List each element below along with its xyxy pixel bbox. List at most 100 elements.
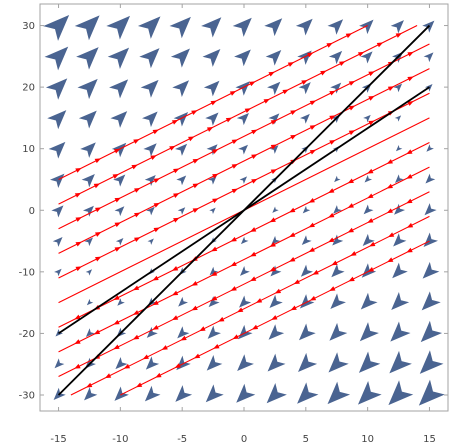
stream-arrowhead <box>95 207 102 213</box>
field-arrow <box>142 111 158 128</box>
stream-arrowhead <box>270 144 278 150</box>
stream-arrowhead <box>132 334 140 340</box>
x-axis: -15 -10 -5 0 5 10 15 <box>50 4 436 445</box>
stream-arrowhead <box>191 305 198 311</box>
stream-arrowhead <box>225 117 233 123</box>
y-tick-label: 10 <box>22 144 35 155</box>
field-arrow <box>74 15 100 41</box>
field-arrow <box>327 381 351 405</box>
field-arrow <box>117 298 125 306</box>
field-arrow <box>269 294 283 309</box>
field-arrow <box>298 323 316 341</box>
field-arrow <box>206 144 218 156</box>
stream-arrowhead <box>250 227 257 232</box>
field-arrow <box>114 206 125 217</box>
field-arrow <box>236 383 256 403</box>
stream-arrowhead <box>387 232 395 238</box>
stream-arrowhead <box>161 345 168 350</box>
x-tick-label: -15 <box>50 434 66 445</box>
stream-arrowhead <box>142 354 149 360</box>
y-tick-label: -20 <box>19 329 35 340</box>
stream-arrowhead <box>236 307 244 313</box>
stream-arrowhead <box>123 363 131 369</box>
field-arrow <box>360 51 373 64</box>
stream-arrowhead <box>290 110 297 115</box>
x-tick-label: 15 <box>423 434 436 445</box>
stream-arrowhead <box>406 247 413 253</box>
stream-arrowhead <box>255 298 263 303</box>
field-arrow <box>107 47 130 69</box>
stream-arrowhead <box>367 218 374 223</box>
field-arrow <box>144 385 161 402</box>
stream-arrowhead <box>251 178 258 184</box>
field-arrow <box>239 266 250 276</box>
field-arrow <box>54 358 65 369</box>
field-arrow <box>172 80 190 98</box>
y-tick-label: 20 <box>22 83 35 94</box>
field-arrow <box>82 205 94 217</box>
field-arrow <box>239 295 252 308</box>
field-arrow <box>360 292 378 310</box>
stream-arrowhead <box>199 326 206 332</box>
stream-arrowhead <box>386 159 393 164</box>
stream-arrowhead <box>86 382 93 388</box>
field-arrow <box>78 110 97 129</box>
field-arrow <box>363 204 374 215</box>
stream-arrowhead <box>328 212 335 218</box>
stream-arrowhead <box>212 149 219 154</box>
field-arrow <box>302 205 311 214</box>
field-arrow <box>393 83 403 93</box>
stream-arrowhead <box>152 325 159 330</box>
stream-arrowhead <box>213 343 220 349</box>
field-arrow <box>85 269 93 276</box>
stream-arrowhead <box>309 125 317 130</box>
stream-arrowhead <box>395 33 402 38</box>
stream-arrowhead <box>406 198 413 204</box>
field-arrow <box>272 206 279 213</box>
field-arrow <box>420 320 443 343</box>
stream-arrowhead <box>406 149 413 155</box>
field-arrow <box>300 264 313 277</box>
stream-arrowhead <box>230 261 237 267</box>
field-arrow <box>177 326 190 339</box>
stream-arrowhead <box>193 353 201 359</box>
field-arrow <box>332 234 344 246</box>
stream-arrowhead <box>271 315 278 320</box>
stream-arrowhead <box>301 80 308 85</box>
field-arrow <box>418 379 445 406</box>
stream-arrowhead <box>347 203 354 208</box>
stream-arrowhead <box>74 314 81 320</box>
stream-arrowhead <box>347 178 354 184</box>
stream-arrowhead <box>269 266 276 272</box>
field-arrow <box>388 380 414 406</box>
stream-arrowhead <box>206 127 214 132</box>
field-arrow <box>209 266 219 276</box>
field-arrow <box>44 46 69 71</box>
y-tick-label: -30 <box>19 390 35 401</box>
field-arrow <box>328 352 349 373</box>
stream-arrowhead <box>251 129 258 135</box>
stream-arrowhead <box>289 207 296 213</box>
field-arrow <box>51 205 64 218</box>
stream-arrowhead <box>218 316 225 322</box>
stream-arrowhead <box>188 136 195 142</box>
stream-arrowhead <box>212 198 219 204</box>
stream-arrowhead <box>329 115 336 121</box>
stream-arrowhead <box>263 98 270 104</box>
stream-arrowhead <box>289 232 296 238</box>
field-arrow <box>84 237 93 247</box>
stream-arrowhead <box>155 372 162 378</box>
stream-arrowhead <box>131 164 138 170</box>
stream-arrowhead <box>406 222 414 228</box>
field-arrow <box>268 113 280 125</box>
stream-arrowhead <box>114 246 121 252</box>
stream-arrowhead <box>210 271 218 276</box>
field-arrow <box>330 293 346 309</box>
stream-arrowhead <box>251 324 259 330</box>
stream-arrowhead <box>134 237 141 243</box>
stream-arrowhead <box>153 178 160 184</box>
stream-arrowhead <box>134 212 141 218</box>
stream-arrowhead <box>249 81 256 87</box>
stream-arrowhead <box>210 246 218 252</box>
stream-arrowhead <box>251 154 258 160</box>
